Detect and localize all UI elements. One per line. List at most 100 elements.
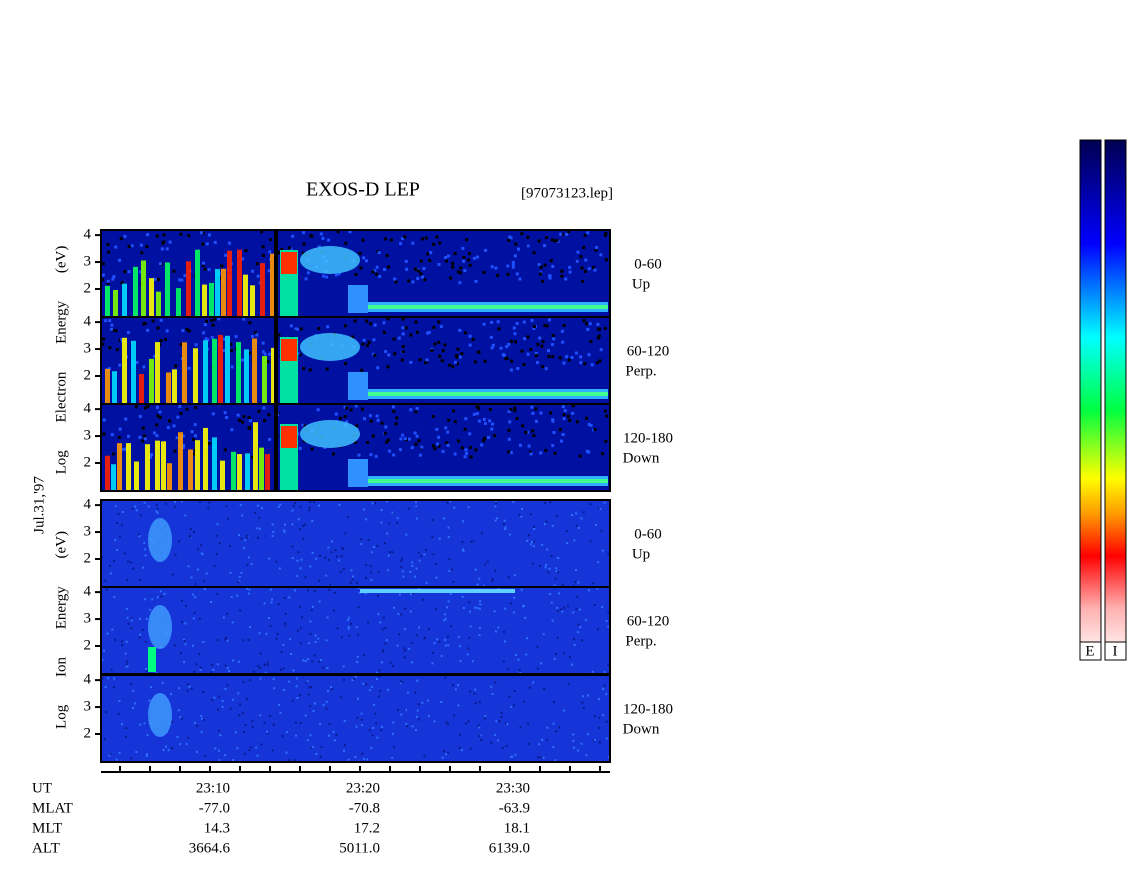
noise	[600, 529, 603, 532]
noise	[398, 633, 401, 636]
noise	[370, 746, 373, 749]
colorbar: E I	[1079, 139, 1127, 661]
noise	[149, 686, 152, 689]
noise	[541, 738, 544, 741]
noise	[490, 741, 493, 744]
noise	[478, 726, 481, 729]
noise	[199, 666, 202, 669]
noise	[168, 419, 172, 423]
noise	[422, 598, 425, 601]
noise	[210, 600, 213, 603]
noise	[343, 405, 347, 409]
noise	[528, 686, 531, 689]
noise	[380, 728, 383, 731]
noise	[139, 270, 143, 274]
noise	[469, 690, 472, 693]
noise	[589, 540, 592, 543]
noise	[248, 351, 252, 355]
noise	[264, 671, 267, 674]
noise	[513, 406, 517, 410]
noise	[480, 443, 484, 447]
noise	[112, 686, 115, 689]
noise	[579, 361, 583, 365]
noise	[110, 323, 114, 327]
noise	[202, 331, 206, 335]
noise	[549, 592, 552, 595]
noise	[255, 333, 259, 337]
noise	[482, 270, 486, 274]
noise	[500, 711, 503, 714]
burst	[281, 339, 297, 361]
noise	[108, 319, 112, 323]
noise	[488, 419, 492, 423]
noise	[118, 535, 121, 538]
noise	[186, 689, 189, 692]
noise	[377, 251, 381, 255]
noise	[491, 343, 495, 347]
noise	[512, 326, 516, 330]
noise	[548, 276, 552, 280]
noise	[130, 683, 133, 686]
noise	[172, 269, 176, 273]
noise	[557, 571, 560, 574]
noise	[125, 640, 128, 643]
noise	[309, 734, 312, 737]
noise	[210, 671, 213, 674]
noise	[281, 735, 284, 738]
noise	[116, 548, 119, 551]
noise	[545, 520, 548, 523]
noise	[365, 343, 369, 347]
noise	[444, 613, 447, 616]
burst	[105, 455, 110, 491]
noise	[506, 272, 510, 276]
noise	[537, 239, 541, 243]
noise	[466, 653, 469, 656]
noise	[433, 642, 436, 645]
noise	[411, 241, 415, 245]
noise	[142, 566, 145, 569]
noise	[317, 245, 321, 249]
noise	[213, 564, 216, 567]
noise	[471, 660, 474, 663]
noise	[401, 317, 405, 321]
noise	[383, 542, 386, 545]
noise	[578, 608, 581, 611]
noise	[229, 545, 232, 548]
noise	[221, 700, 224, 703]
burst	[253, 422, 258, 491]
noise	[392, 721, 395, 724]
noise	[420, 445, 424, 449]
noise	[121, 644, 124, 647]
noise	[507, 409, 511, 413]
y-tick-label: 3	[84, 253, 92, 269]
noise	[484, 715, 487, 718]
noise	[370, 571, 373, 574]
burst	[259, 447, 264, 491]
noise	[521, 605, 524, 608]
noise	[331, 540, 334, 543]
noise	[358, 591, 361, 594]
noise	[243, 752, 246, 755]
noise	[356, 716, 359, 719]
noise	[347, 758, 350, 761]
noise	[362, 338, 366, 342]
noise	[497, 587, 500, 590]
noise	[449, 592, 452, 595]
noise	[217, 708, 220, 711]
noise	[299, 327, 303, 331]
noise	[319, 554, 322, 557]
noise	[139, 243, 143, 247]
burst	[149, 358, 154, 404]
noise	[423, 755, 426, 758]
noise	[430, 348, 434, 352]
noise	[108, 346, 112, 350]
noise	[468, 334, 472, 338]
noise	[465, 238, 469, 242]
noise	[462, 606, 465, 609]
noise	[532, 326, 536, 330]
noise	[244, 724, 247, 727]
noise	[402, 575, 405, 578]
noise	[422, 267, 426, 271]
noise	[266, 661, 269, 664]
noise	[221, 705, 224, 708]
